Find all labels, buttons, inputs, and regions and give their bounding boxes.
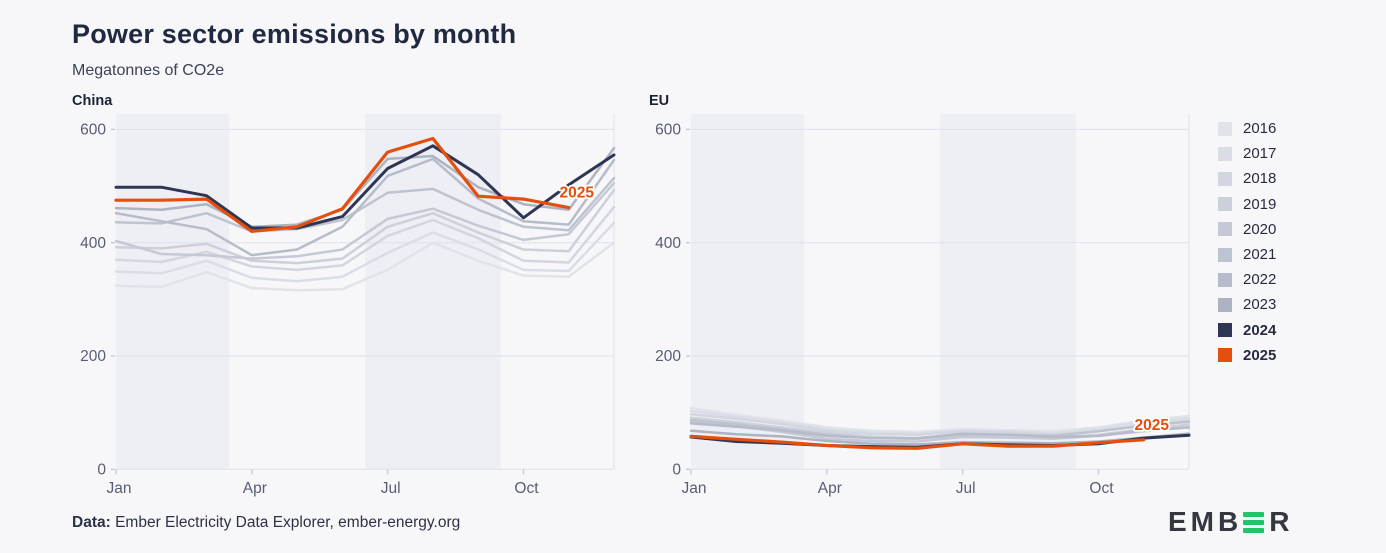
legend-item-2021[interactable]: 2021	[1218, 242, 1276, 267]
svg-text:200: 200	[655, 348, 681, 365]
legend-label: 2017	[1243, 145, 1277, 163]
legend-item-2019[interactable]: 2019	[1218, 192, 1276, 217]
legend-item-2022[interactable]: 2022	[1218, 267, 1276, 292]
legend-item-2018[interactable]: 2018	[1218, 166, 1276, 191]
svg-text:200: 200	[80, 348, 106, 365]
legend: 2016 2017 2018 2019 2020 2021 2022 2023 2024 2025	[1218, 116, 1276, 368]
svg-text:Jul: Jul	[956, 480, 976, 497]
legend-swatch	[1218, 197, 1232, 212]
legend-label: 2025	[1243, 346, 1277, 364]
ember-logo-text-r: R	[1269, 506, 1294, 537]
legend-swatch	[1218, 222, 1232, 237]
legend-swatch	[1218, 247, 1232, 262]
legend-label: 2023	[1243, 296, 1277, 314]
svg-text:Jan: Jan	[682, 480, 707, 497]
svg-text:Jan: Jan	[107, 480, 132, 497]
svg-text:600: 600	[655, 122, 681, 139]
legend-label: 2024	[1243, 321, 1277, 339]
ember-logo-text-emb: EMB	[1168, 506, 1243, 537]
legend-label: 2019	[1243, 195, 1277, 213]
legend-label: 2018	[1243, 170, 1277, 188]
data-source: Data: Ember Electricity Data Explorer, e…	[72, 514, 460, 532]
legend-label: 2020	[1243, 220, 1277, 238]
svg-text:Jul: Jul	[381, 480, 401, 497]
svg-text:0: 0	[97, 462, 106, 479]
legend-swatch	[1218, 272, 1232, 287]
data-source-text: Ember Electricity Data Explorer, ember-e…	[110, 514, 461, 531]
endpoint-label-2025: 2025	[1134, 417, 1169, 434]
panel-label-eu: EU	[649, 93, 670, 109]
endpoint-label-2025: 2025	[559, 185, 594, 202]
legend-swatch	[1218, 146, 1232, 161]
legend-label: 2021	[1243, 246, 1277, 264]
ember-logo: EMB R	[1168, 506, 1294, 537]
svg-text:Oct: Oct	[514, 480, 539, 497]
line-chart-china: 0 200 400 600 Jan Apr Jul Oct 2025	[80, 114, 616, 497]
legend-item-2024[interactable]: 2024	[1218, 318, 1276, 343]
legend-swatch	[1218, 297, 1232, 312]
chart-subtitle: Megatonnes of CO2e	[72, 62, 225, 79]
legend-swatch	[1218, 348, 1232, 363]
legend-label: 2016	[1243, 120, 1277, 138]
legend-item-2023[interactable]: 2023	[1218, 292, 1276, 317]
legend-swatch	[1218, 171, 1232, 186]
svg-text:Apr: Apr	[243, 480, 267, 497]
page-title: Power sector emissions by month	[72, 19, 517, 49]
panel-label-china: China	[72, 93, 113, 109]
line-chart-eu: 0 200 400 600 Jan Apr Jul Oct 2025	[655, 114, 1191, 497]
legend-item-2020[interactable]: 2020	[1218, 217, 1276, 242]
legend-swatch	[1218, 121, 1232, 136]
svg-text:Apr: Apr	[818, 480, 842, 497]
svg-text:0: 0	[672, 462, 681, 479]
legend-item-2016[interactable]: 2016	[1218, 116, 1276, 141]
data-source-label: Data:	[72, 514, 111, 531]
svg-text:400: 400	[655, 235, 681, 252]
legend-item-2025[interactable]: 2025	[1218, 343, 1276, 368]
ember-logo-green-e-icon	[1243, 511, 1265, 533]
svg-text:600: 600	[80, 122, 106, 139]
legend-swatch	[1218, 323, 1232, 338]
legend-label: 2022	[1243, 271, 1277, 289]
legend-item-2017[interactable]: 2017	[1218, 141, 1276, 166]
svg-text:400: 400	[80, 235, 106, 252]
svg-text:Oct: Oct	[1089, 480, 1114, 497]
